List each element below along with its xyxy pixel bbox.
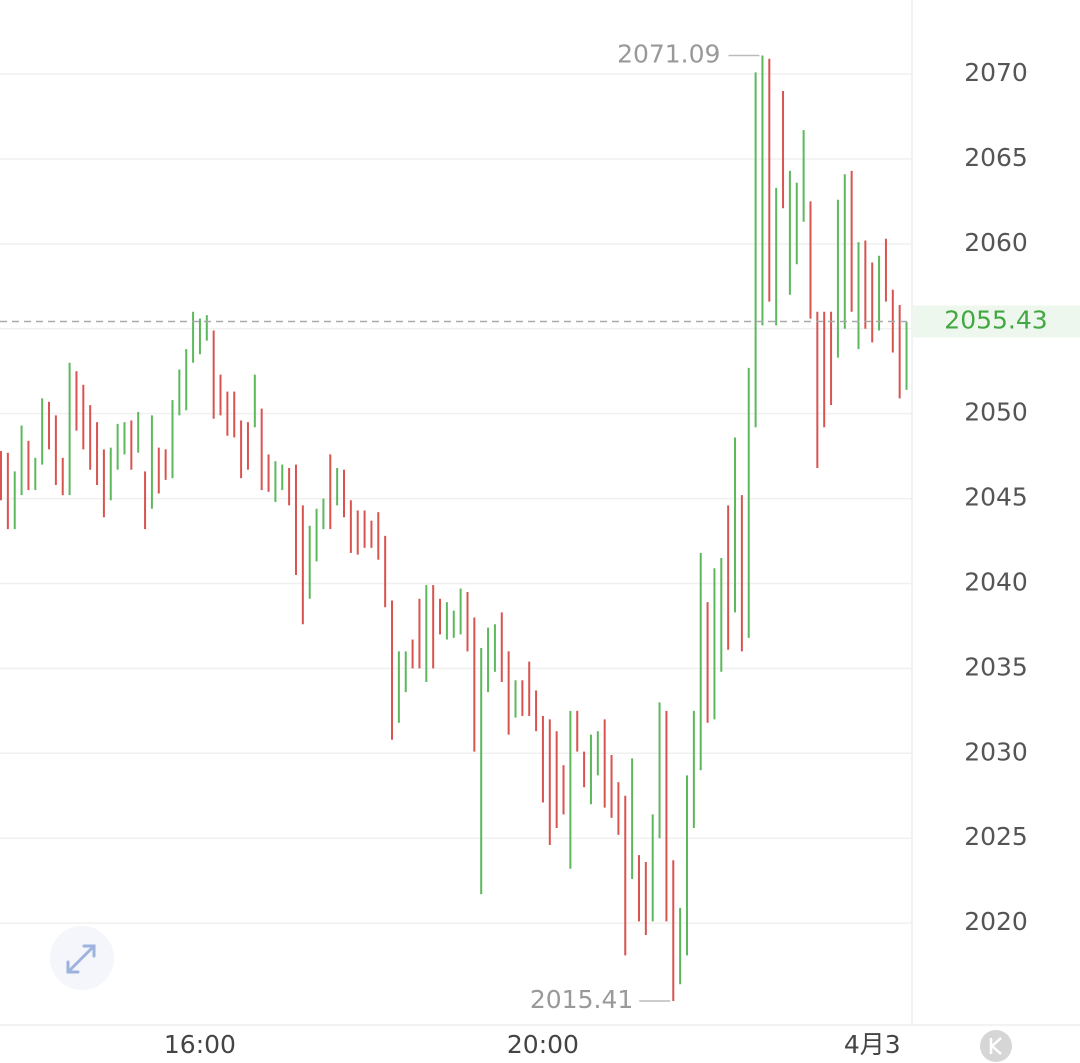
last-price-label: 2055.43 — [944, 305, 1047, 334]
x-tick-label: 16:00 — [164, 1030, 236, 1059]
x-tick-label: 20:00 — [507, 1030, 579, 1059]
low-marker-label: 2015.41 — [530, 985, 633, 1014]
y-tick-label: 2060 — [964, 228, 1028, 257]
y-tick-label: 2030 — [964, 737, 1028, 766]
expand-button[interactable] — [50, 926, 114, 990]
y-tick-label: 2040 — [964, 567, 1028, 596]
y-tick-label: 2035 — [964, 652, 1028, 681]
y-tick-label: 2065 — [964, 143, 1028, 172]
last-price-tag — [913, 305, 1080, 338]
high-marker-label: 2071.09 — [617, 40, 720, 69]
y-tick-label: 2020 — [964, 907, 1028, 936]
y-tick-label: 2025 — [964, 822, 1028, 851]
k-button[interactable] — [980, 1030, 1012, 1062]
x-tick-label: 4月3 — [844, 1030, 901, 1059]
y-tick-label: 2070 — [964, 58, 1028, 87]
y-tick-label: 2050 — [964, 398, 1028, 427]
y-tick-label: 2045 — [964, 483, 1028, 512]
